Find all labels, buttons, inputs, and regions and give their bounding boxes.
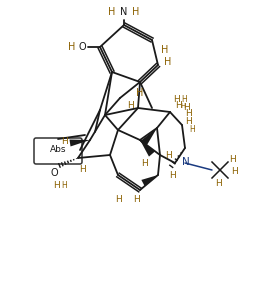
Text: H: H [134, 195, 140, 205]
Text: H: H [115, 195, 121, 205]
Polygon shape [141, 175, 158, 186]
Text: H: H [229, 156, 235, 165]
Text: H: H [165, 151, 171, 159]
Text: O: O [50, 168, 58, 178]
Text: H: H [61, 181, 67, 190]
Text: O: O [78, 42, 86, 52]
Text: H: H [169, 170, 176, 179]
Text: H: H [173, 96, 179, 105]
Text: N: N [182, 157, 190, 167]
Text: H: H [132, 7, 140, 17]
Text: H: H [183, 102, 189, 111]
Polygon shape [140, 140, 155, 157]
Text: H: H [79, 165, 85, 175]
Text: H: H [164, 57, 172, 67]
Text: H: H [189, 126, 195, 135]
Polygon shape [69, 140, 90, 146]
Text: H: H [108, 7, 116, 17]
Text: H: H [185, 118, 191, 127]
Text: H: H [142, 159, 148, 168]
Text: H: H [128, 100, 134, 110]
Text: H: H [185, 108, 191, 118]
Text: N: N [120, 7, 128, 17]
Text: H: H [214, 179, 221, 189]
Text: H: H [68, 42, 76, 52]
Text: H: H [180, 103, 186, 109]
Text: H: H [231, 167, 237, 176]
Polygon shape [140, 128, 157, 147]
FancyBboxPatch shape [34, 138, 82, 164]
Text: H: H [161, 45, 169, 55]
Text: H: H [61, 138, 67, 146]
Text: H: H [136, 88, 144, 98]
Text: H: H [175, 100, 181, 110]
Text: H: H [53, 181, 59, 189]
Text: H: H [181, 96, 187, 105]
Text: Abs: Abs [50, 146, 66, 154]
